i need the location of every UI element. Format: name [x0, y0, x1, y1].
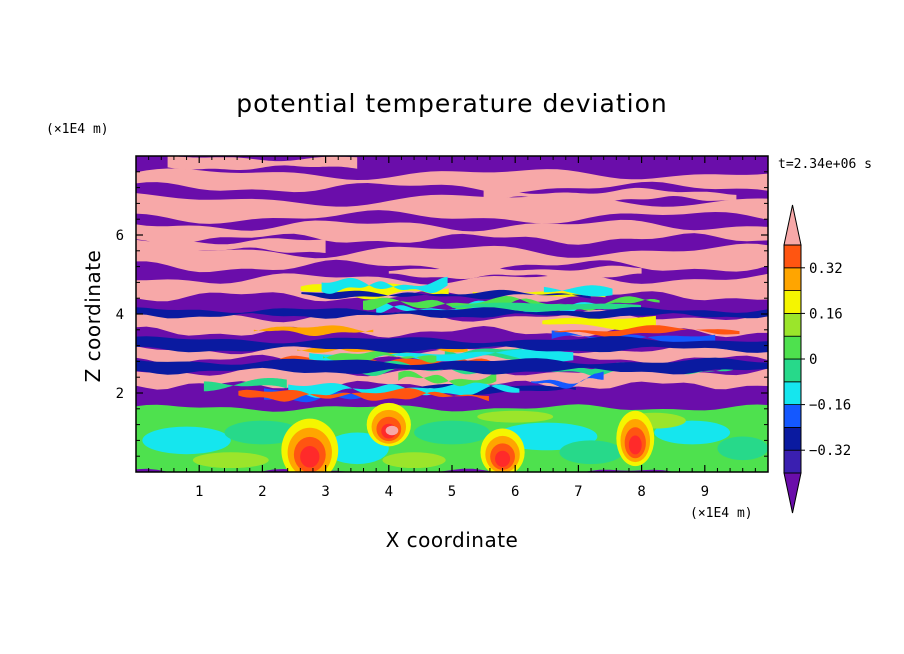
x-tick-label: 3	[321, 484, 329, 500]
turbulent-eddy	[192, 452, 269, 469]
filament	[323, 350, 437, 363]
filament	[203, 378, 287, 392]
filament	[309, 349, 574, 364]
turbulent-eddy	[142, 426, 231, 455]
x-tick-label: 6	[511, 484, 519, 500]
warm-plume	[300, 446, 320, 468]
time-label: t=2.34e+06 s	[778, 157, 872, 172]
filament	[321, 276, 448, 294]
colorbar-swatch	[783, 358, 802, 383]
filament	[398, 370, 497, 387]
colorbar: 0.32 0.16 0 −0.16 −0.32	[783, 204, 851, 514]
colorbar-swatch	[783, 449, 802, 474]
x-tick-label: 9	[701, 484, 709, 500]
warm-plume	[628, 435, 642, 455]
colorbar-swatch	[783, 267, 802, 291]
colorbar-swatch	[783, 404, 802, 428]
colorbar-swatch	[783, 426, 802, 451]
warm-layer	[136, 243, 768, 274]
filament	[451, 302, 641, 312]
turbulent-eddy	[382, 452, 446, 469]
chart-title: potential temperature deviation	[236, 89, 667, 118]
filament	[554, 325, 740, 337]
colorbar-max-extension	[783, 204, 802, 246]
turbulent-eddy	[414, 420, 490, 445]
warm-plume	[495, 450, 511, 467]
y-axis-label: Z coordinate	[81, 250, 105, 383]
z-tick-label: 6	[116, 228, 124, 244]
colorbar-tick-label: −0.32	[809, 443, 851, 459]
turbulent-eddy	[477, 410, 554, 423]
x-tick-label: 5	[448, 484, 456, 500]
colorbar-min-extension	[783, 472, 802, 514]
colorbar-tick-label: 0	[809, 352, 817, 368]
warm-plume-core	[385, 425, 399, 436]
x-tick-label: 7	[574, 484, 582, 500]
z-unit-label: (×1E4 m)	[46, 122, 109, 137]
colorbar-tick-label: −0.16	[809, 398, 851, 414]
x-tick-label: 4	[385, 484, 393, 500]
contour-field	[136, 156, 768, 472]
x-unit-label: (×1E4 m)	[690, 506, 753, 521]
colorbar-swatch	[783, 335, 802, 360]
warm-patch	[388, 265, 642, 280]
cold-layer	[136, 336, 768, 354]
x-tick-label: 1	[195, 484, 203, 500]
x-ticks: 1 2 3 4 5 6 7 8 9	[148, 156, 756, 500]
filament	[543, 285, 613, 297]
z-tick-label: 2	[116, 386, 124, 402]
colorbar-swatch	[783, 290, 802, 314]
colorbar-tick-label: 0.32	[809, 261, 843, 277]
turbulent-eddy	[224, 420, 301, 445]
x-tick-label: 8	[637, 484, 645, 500]
cold-layer	[136, 357, 768, 375]
turbulent-eddy	[325, 432, 389, 465]
colorbar-swatch	[783, 312, 802, 337]
filament	[301, 289, 591, 300]
z-ticks: 2 4 6	[116, 171, 768, 457]
z-tick-label: 4	[116, 307, 124, 323]
filament	[253, 325, 374, 336]
colorbar-swatch	[783, 381, 802, 405]
x-axis-label: X coordinate	[386, 528, 519, 552]
turbulent-eddy	[559, 440, 623, 465]
warm-layer	[136, 168, 768, 194]
colorbar-swatch	[783, 244, 802, 269]
warm-layer	[136, 219, 768, 245]
x-tick-label: 2	[258, 484, 266, 500]
warm-patch	[483, 187, 737, 203]
filament	[238, 388, 489, 402]
filament	[542, 315, 656, 331]
colorbar-tick-label: 0.16	[809, 306, 843, 322]
cold-layer	[136, 307, 768, 319]
warm-patch	[136, 238, 326, 255]
turbulent-eddy	[717, 436, 768, 461]
